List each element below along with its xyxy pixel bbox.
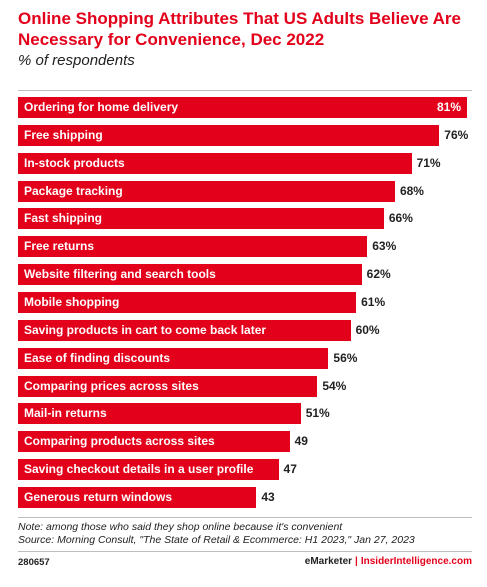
bar-value-label: 43 [261, 490, 275, 504]
bar-value-label: 66% [388, 211, 413, 225]
brand-credit: eMarketer | InsiderIntelligence.com [305, 556, 472, 567]
brand-separator: | [355, 556, 358, 567]
bar-category-label: Generous return windows [24, 490, 173, 504]
bar [18, 348, 329, 369]
bar-category-label: Ordering for home delivery [24, 100, 179, 114]
chart-note: Note: among those who said they shop onl… [18, 521, 343, 533]
bar-category-label: Mobile shopping [24, 295, 120, 309]
bar-category-label: Saving checkout details in a user profil… [24, 462, 254, 476]
bar-category-label: Free shipping [24, 128, 103, 142]
bar-value-label: 71% [416, 156, 441, 170]
chart-subtitle: % of respondents [18, 52, 135, 69]
bar-category-label: Comparing products across sites [24, 434, 215, 448]
bar-category-label: Comparing prices across sites [24, 379, 199, 393]
bar-category-label: Saving products in cart to come back lat… [24, 323, 267, 337]
footer-divider [18, 551, 472, 552]
bar-category-label: Ease of finding discounts [24, 351, 171, 365]
bar [18, 431, 290, 452]
bar [18, 153, 412, 174]
chart-title: Online Shopping Attributes That US Adult… [18, 9, 461, 49]
bar [18, 459, 279, 480]
bar [18, 264, 362, 285]
bar [18, 403, 301, 424]
bar-value-label: 61% [361, 295, 386, 309]
chart-source: Source: Morning Consult, "The State of R… [18, 534, 415, 546]
bar-category-label: Free returns [24, 239, 95, 253]
bar [18, 125, 440, 146]
bar [18, 208, 384, 229]
bar [18, 487, 257, 508]
bar-value-label: 47 [283, 462, 297, 476]
bar [18, 292, 357, 313]
bar-value-label: 68% [399, 184, 424, 198]
bar [18, 320, 351, 341]
bar-value-label: 62% [366, 267, 391, 281]
bar-category-label: Fast shipping [24, 211, 102, 225]
bar-category-label: In-stock products [24, 156, 125, 170]
bar-value-label: 54% [322, 379, 347, 393]
bar [18, 236, 368, 257]
bar-value-label: 56% [333, 351, 358, 365]
bar-category-label: Mail-in returns [24, 406, 107, 420]
bar-value-label: 76% [444, 128, 469, 142]
bottom-divider [18, 517, 472, 518]
top-divider [18, 90, 472, 91]
bar-category-label: Package tracking [24, 184, 123, 198]
bar [18, 97, 467, 118]
brand-insider-intelligence-link[interactable]: InsiderIntelligence.com [360, 556, 472, 567]
bar-value-label: 51% [305, 406, 330, 420]
brand-emarketer: eMarketer [304, 556, 353, 567]
bar-value-label: 60% [355, 323, 380, 337]
bar [18, 376, 318, 397]
bar [18, 181, 395, 202]
bar-value-label: 81% [437, 100, 462, 114]
chart-id: 280657 [18, 557, 50, 568]
bar-value-label: 63% [372, 239, 397, 253]
bar-category-label: Website filtering and search tools [24, 267, 216, 281]
bar-value-label: 49 [294, 434, 308, 448]
